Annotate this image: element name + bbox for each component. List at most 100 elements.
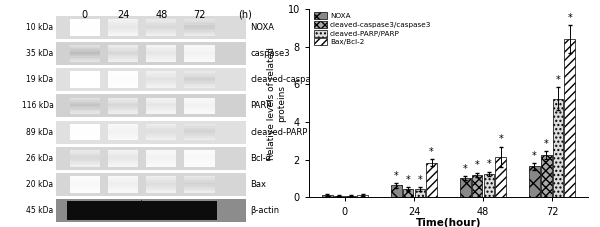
Bar [108,133,138,135]
Bar [108,49,138,51]
Bar [70,61,100,62]
Bar [108,59,138,61]
Bar [108,56,138,58]
Bar [108,139,138,140]
Bar [108,110,138,111]
Bar [146,110,176,111]
Bar [70,19,100,20]
Text: Bax: Bax [250,180,266,189]
Bar [146,19,176,20]
Bar [184,30,215,32]
Bar [108,45,138,47]
Bar [184,164,215,165]
Text: 116 kDa: 116 kDa [22,101,53,110]
Text: *: * [568,13,572,23]
Bar [108,103,138,104]
Text: 35 kDa: 35 kDa [26,49,53,58]
Bar [70,58,100,59]
Bar [146,160,176,161]
Bar [484,174,494,197]
Bar [56,68,246,91]
Bar [56,147,246,170]
Bar [108,71,138,73]
Bar [146,84,176,85]
Bar [184,19,215,20]
Text: *: * [556,75,560,85]
Bar [70,107,100,109]
Bar [146,81,176,82]
Bar [108,35,138,36]
Bar [146,179,176,180]
Bar [184,23,215,25]
Bar [108,33,138,35]
Bar [56,173,246,196]
Bar [108,20,138,22]
Bar [108,191,138,193]
Bar [108,73,138,74]
Bar [184,29,215,30]
Bar [108,98,138,99]
Bar [108,182,138,183]
Bar [146,35,176,36]
Text: Bcl-2: Bcl-2 [250,154,271,163]
Bar [146,155,176,157]
Bar [70,84,100,85]
Bar [108,48,138,49]
Bar [70,52,100,54]
Bar [146,102,176,103]
Text: 72: 72 [193,10,206,20]
Bar [146,183,176,184]
Bar [108,187,138,188]
Bar [184,180,215,182]
Bar [146,104,176,106]
Bar [108,160,138,161]
Bar [70,132,100,133]
Bar [146,139,176,140]
Bar [108,23,138,25]
Bar [146,58,176,59]
Bar [184,161,215,162]
Bar [184,78,215,80]
Text: *: * [532,151,537,161]
Bar [70,30,100,32]
Bar [184,158,215,160]
Bar [56,94,246,117]
Bar [184,48,215,49]
Bar [70,102,100,103]
Bar [70,179,100,180]
Bar [56,199,246,222]
Bar [146,27,176,29]
Bar [70,32,100,33]
Bar [70,157,100,158]
Bar [184,32,215,33]
Bar [70,138,100,139]
Bar [146,153,176,154]
Bar [184,125,215,126]
Bar [146,150,176,151]
Bar [146,78,176,80]
Bar [184,103,215,104]
Bar [108,51,138,52]
Bar [108,113,138,114]
Text: 10 kDa: 10 kDa [26,23,53,32]
Bar [146,182,176,183]
Bar [70,151,100,153]
Bar [108,131,138,132]
Bar [184,102,215,103]
Bar [146,73,176,74]
Bar [334,196,344,197]
Bar [108,55,138,56]
Bar [146,103,176,104]
Text: PARP: PARP [250,101,271,110]
Bar [70,55,100,56]
Bar [146,47,176,48]
Bar [184,162,215,164]
Bar [108,107,138,109]
Bar [70,77,100,78]
Bar [108,165,138,167]
Bar [108,19,138,20]
Bar [146,107,176,109]
Bar [146,164,176,165]
Bar [184,138,215,139]
Bar [70,131,100,132]
